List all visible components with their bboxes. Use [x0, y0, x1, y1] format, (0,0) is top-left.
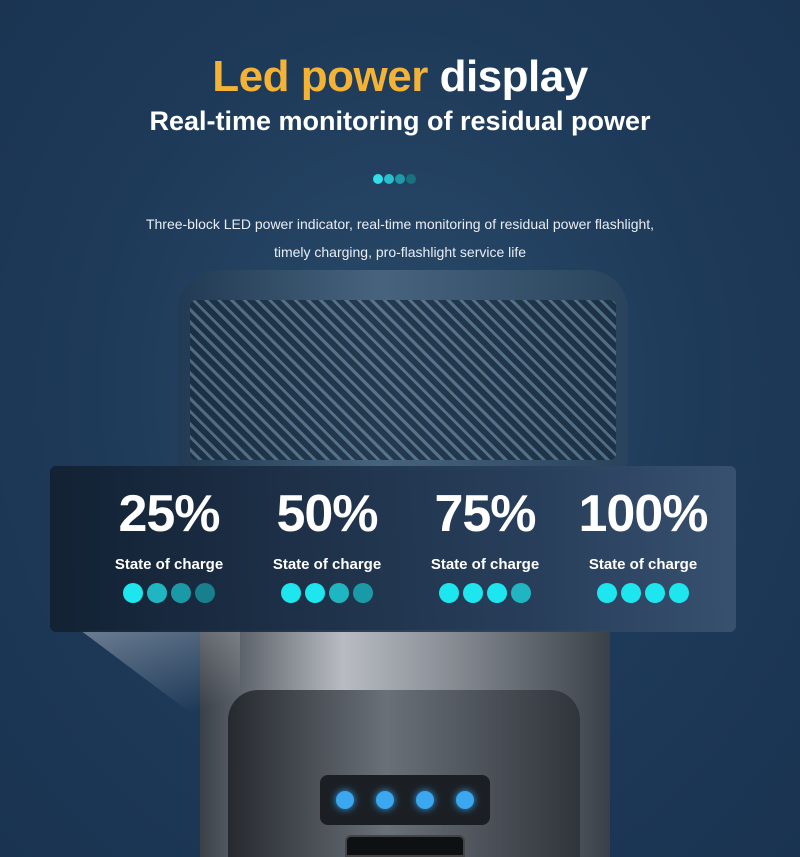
subtitle: Real-time monitoring of residual power: [149, 106, 651, 136]
dot-icon: [384, 174, 394, 184]
charge-card: 50% State of charge: [248, 466, 406, 632]
charge-dots: [564, 583, 722, 603]
charge-label: State of charge: [272, 556, 382, 573]
charge-percent: 25%: [118, 485, 220, 543]
charge-levels-panel: 25% State of charge 50% State of charge 75…: [50, 466, 736, 632]
description-line: timely charging, pro-flashlight service …: [273, 244, 527, 260]
title-accent: Led power: [212, 52, 428, 101]
description-line: Three-block LED power indicator, real-ti…: [145, 216, 655, 232]
charge-dot-icon: [171, 583, 191, 603]
charge-dots: [406, 583, 564, 603]
led-icon: [376, 791, 394, 809]
charge-percent: 100%: [578, 485, 709, 543]
charge-dot-icon: [353, 583, 373, 603]
charge-label: State of charge: [588, 556, 698, 573]
charge-dot-icon: [305, 583, 325, 603]
charging-port: [345, 835, 465, 857]
charge-dot-icon: [597, 583, 617, 603]
charge-card: 75% State of charge: [406, 466, 564, 632]
charge-dot-icon: [621, 583, 641, 603]
led-icon: [456, 791, 474, 809]
page-title: Led power display: [0, 52, 800, 102]
charge-dot-icon: [439, 583, 459, 603]
charge-label: State of charge: [430, 556, 540, 573]
charge-dot-icon: [511, 583, 531, 603]
charge-dot-icon: [463, 583, 483, 603]
charge-card: 25% State of charge: [90, 466, 248, 632]
charge-dot-icon: [281, 583, 301, 603]
charge-percent: 50%: [276, 485, 378, 543]
charge-dot-icon: [147, 583, 167, 603]
charge-dot-icon: [645, 583, 665, 603]
charge-percent: 75%: [434, 485, 536, 543]
dot-icon: [395, 174, 405, 184]
charge-dot-icon: [195, 583, 215, 603]
led-icon: [416, 791, 434, 809]
charge-dot-icon: [329, 583, 349, 603]
charge-dots: [90, 583, 248, 603]
dot-icon: [406, 174, 416, 184]
header-dots: [373, 174, 416, 184]
charge-dots: [248, 583, 406, 603]
title-rest: display: [439, 52, 589, 101]
charge-dot-icon: [669, 583, 689, 603]
description: Three-block LED power indicator, real-ti…: [0, 210, 800, 266]
dot-icon: [373, 174, 383, 184]
charge-dot-icon: [123, 583, 143, 603]
flashlight-knurling: [190, 300, 616, 460]
charge-card: 100% State of charge: [564, 466, 722, 632]
led-icon: [336, 791, 354, 809]
flashlight-grip: [228, 690, 580, 857]
charge-dot-icon: [487, 583, 507, 603]
device-led-indicator: [320, 775, 490, 825]
charge-label: State of charge: [114, 556, 224, 573]
